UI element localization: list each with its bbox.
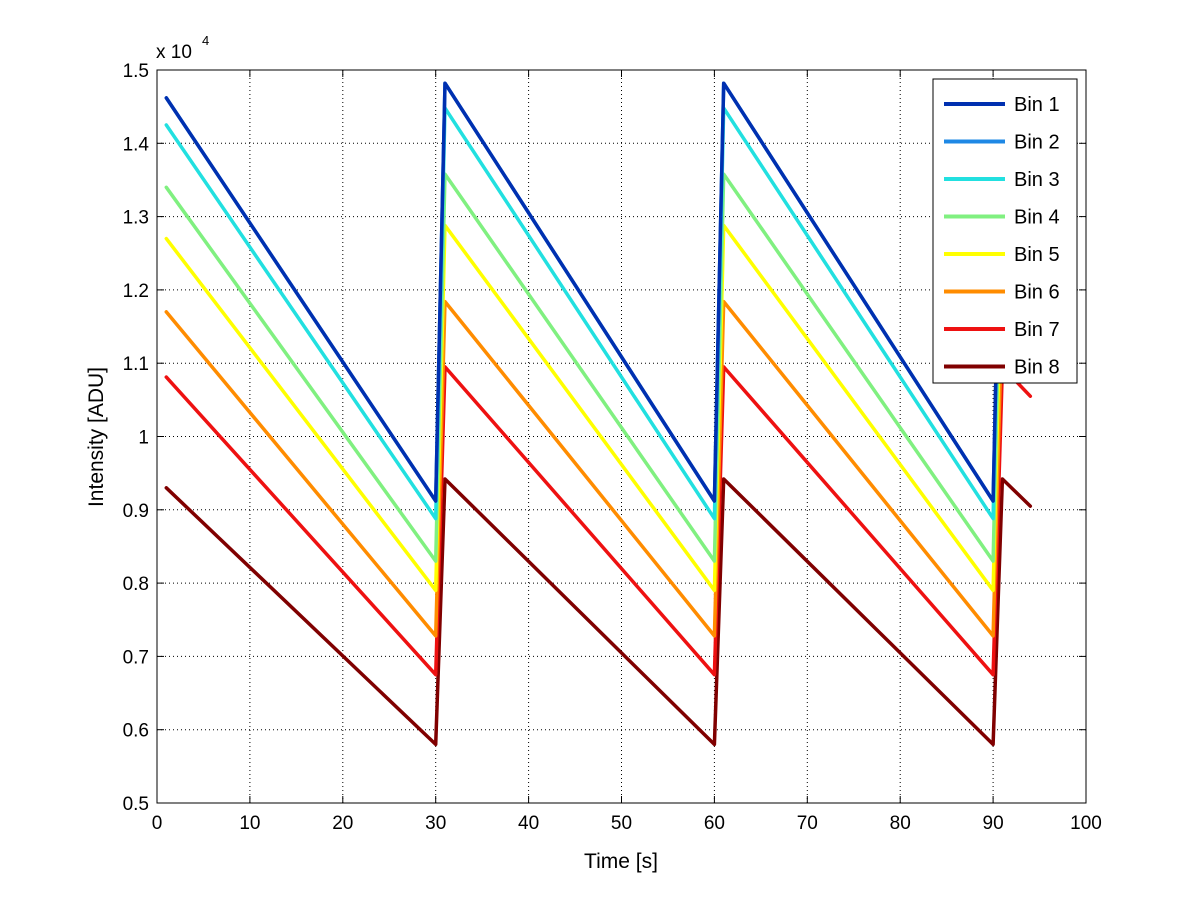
x-tick-label: 90 (983, 813, 1004, 834)
y-tick-label: 1 (138, 428, 149, 449)
y-tick-label: 0.6 (123, 721, 149, 742)
legend-label-bin-8: Bin 8 (1014, 357, 1060, 379)
x-tick-label: 20 (332, 813, 353, 834)
x-tick-label: 100 (1070, 813, 1102, 834)
legend-label-bin-1: Bin 1 (1014, 94, 1060, 116)
x-tick-label: 10 (239, 813, 260, 834)
x-tick-label: 0 (152, 813, 163, 834)
x-tick-label: 40 (518, 813, 539, 834)
y-tick-label: 0.8 (123, 574, 149, 595)
y-tick-label: 1.3 (123, 208, 149, 229)
y-tick-labels: 0.5 0.6 0.7 0.8 0.9 1 1.1 1.2 1.3 1.4 1.5 (123, 61, 150, 815)
legend: Bin 1 Bin 2 Bin 3 Bin 4 Bin 5 Bin 6 Bin 7 Bin 8 (932, 78, 1078, 384)
y-tick-label: 1.1 (123, 354, 149, 375)
y-axis-label: Intensity [ADU] (85, 367, 108, 507)
grid (157, 70, 1086, 803)
x-tick-label: 80 (890, 813, 911, 834)
x-tick-label: 70 (797, 813, 818, 834)
y-tick-label: 1.5 (123, 61, 149, 82)
legend-label-bin-5: Bin 5 (1014, 244, 1060, 266)
legend-label-bin-6: Bin 6 (1014, 282, 1060, 304)
y-tick-label: 0.5 (123, 794, 149, 815)
y-exponent-base: x 10 (156, 42, 192, 63)
y-tick-label: 0.9 (123, 501, 149, 522)
legend-label-bin-4: Bin 4 (1014, 207, 1060, 229)
y-tick-label: 1.4 (123, 134, 150, 155)
x-tick-label: 60 (704, 813, 725, 834)
y-tick-label: 0.7 (123, 647, 149, 668)
series-line-bin-8 (164, 477, 1033, 747)
y-exponent-power: 4 (202, 33, 209, 48)
x-tick-label: 30 (425, 813, 446, 834)
legend-box (932, 78, 1078, 384)
x-tick-labels: 0 10 20 30 40 50 60 70 80 90 100 (152, 813, 1102, 834)
legend-label-bin-3: Bin 3 (1014, 169, 1060, 191)
axis-ticks (156, 69, 1087, 804)
x-axis-label: Time [s] (584, 850, 658, 873)
legend-label-bin-2: Bin 2 (1014, 132, 1060, 154)
legend-label-bin-7: Bin 7 (1014, 319, 1060, 341)
y-tick-label: 1.2 (123, 281, 149, 302)
x-tick-label: 50 (611, 813, 632, 834)
